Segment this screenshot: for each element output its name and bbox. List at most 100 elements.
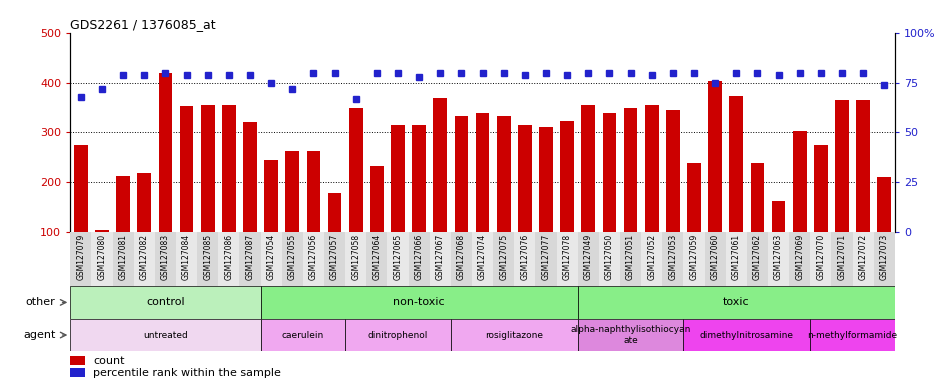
Bar	[70, 356, 84, 366]
Text: GSM127050: GSM127050	[605, 234, 613, 280]
Text: GSM127068: GSM127068	[457, 234, 465, 280]
Bar	[830, 232, 852, 286]
Bar	[496, 116, 510, 232]
Text: GSM127056: GSM127056	[309, 234, 317, 280]
Bar	[366, 232, 387, 286]
Bar	[260, 286, 578, 319]
Text: GSM127052: GSM127052	[647, 234, 655, 280]
Text: control: control	[146, 297, 184, 308]
Bar	[450, 319, 578, 351]
Bar	[433, 98, 446, 232]
Text: caerulein: caerulein	[282, 331, 324, 339]
Text: GSM127073: GSM127073	[879, 234, 888, 280]
Bar	[771, 201, 784, 232]
Bar	[746, 232, 768, 286]
Text: GDS2261 / 1376085_at: GDS2261 / 1376085_at	[70, 18, 215, 31]
Bar	[534, 232, 556, 286]
Bar	[218, 232, 240, 286]
Text: GSM127059: GSM127059	[689, 234, 697, 280]
Text: GSM127067: GSM127067	[435, 234, 445, 280]
Bar	[390, 125, 404, 232]
Bar	[344, 232, 366, 286]
Bar	[430, 232, 450, 286]
Text: GSM127087: GSM127087	[245, 234, 255, 280]
Text: GSM127058: GSM127058	[351, 234, 359, 280]
Bar	[813, 145, 826, 232]
Bar	[387, 232, 408, 286]
Bar	[708, 81, 722, 232]
Text: alpha-naphthylisothiocyan
ate: alpha-naphthylisothiocyan ate	[570, 325, 690, 345]
Bar	[116, 176, 130, 232]
Text: dimethylnitrosamine: dimethylnitrosamine	[699, 331, 793, 339]
Bar	[810, 319, 894, 351]
Text: GSM127069: GSM127069	[795, 234, 803, 280]
Bar	[750, 164, 764, 232]
Bar	[412, 126, 426, 232]
Bar	[324, 232, 344, 286]
Bar	[70, 368, 84, 377]
Bar	[302, 232, 324, 286]
Text: agent: agent	[23, 330, 55, 340]
Text: GSM127080: GSM127080	[97, 234, 107, 280]
Bar	[92, 232, 112, 286]
Bar	[623, 108, 636, 232]
Text: GSM127084: GSM127084	[182, 234, 191, 280]
Bar	[578, 319, 682, 351]
Text: GSM127075: GSM127075	[499, 234, 507, 280]
Bar	[620, 232, 640, 286]
Text: GSM127066: GSM127066	[415, 234, 423, 280]
Text: GSM127065: GSM127065	[393, 234, 402, 280]
Bar	[560, 121, 574, 232]
Bar	[450, 232, 472, 286]
Bar	[197, 232, 218, 286]
Bar	[112, 232, 134, 286]
Bar	[682, 232, 704, 286]
Text: rosiglitazone: rosiglitazone	[485, 331, 543, 339]
Text: GSM127049: GSM127049	[583, 234, 592, 280]
Bar	[876, 177, 890, 232]
Bar	[158, 73, 172, 232]
Text: GSM127060: GSM127060	[709, 234, 719, 280]
Bar	[200, 105, 214, 232]
Bar	[662, 232, 682, 286]
Text: n-methylformamide: n-methylformamide	[807, 331, 897, 339]
Bar	[728, 96, 742, 232]
Bar	[154, 232, 176, 286]
Bar	[578, 232, 598, 286]
Bar	[872, 232, 894, 286]
Text: other: other	[25, 297, 55, 308]
Bar	[344, 319, 450, 351]
Bar	[556, 232, 578, 286]
Bar	[598, 232, 620, 286]
Bar	[240, 232, 260, 286]
Bar	[260, 232, 282, 286]
Text: GSM127054: GSM127054	[267, 234, 275, 280]
Text: GSM127079: GSM127079	[76, 234, 85, 280]
Bar	[792, 131, 806, 232]
Text: dinitrophenol: dinitrophenol	[368, 331, 428, 339]
Text: GSM127055: GSM127055	[287, 234, 297, 280]
Text: count: count	[93, 356, 124, 366]
Bar	[70, 286, 260, 319]
Bar	[640, 232, 662, 286]
Text: GSM127082: GSM127082	[139, 234, 149, 280]
Bar	[306, 151, 320, 232]
Text: percentile rank within the sample: percentile rank within the sample	[93, 368, 281, 378]
Bar	[514, 232, 534, 286]
Bar	[454, 116, 468, 232]
Text: GSM127083: GSM127083	[161, 234, 169, 280]
Bar	[492, 232, 514, 286]
Bar	[95, 230, 109, 232]
Bar	[538, 127, 552, 232]
Bar	[138, 174, 151, 232]
Bar	[644, 105, 658, 232]
Bar	[472, 232, 492, 286]
Text: untreated: untreated	[143, 331, 187, 339]
Text: non-toxic: non-toxic	[393, 297, 445, 308]
Bar	[665, 110, 679, 232]
Text: GSM127077: GSM127077	[541, 234, 549, 280]
Text: GSM127064: GSM127064	[372, 234, 381, 280]
Text: GSM127072: GSM127072	[857, 234, 867, 280]
Text: GSM127062: GSM127062	[753, 234, 761, 280]
Text: GSM127071: GSM127071	[837, 234, 845, 280]
